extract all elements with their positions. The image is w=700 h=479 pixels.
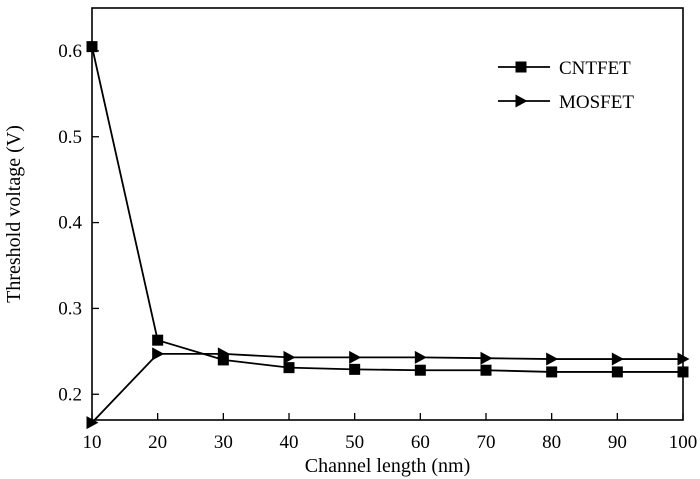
legend-label-cntfet: CNTFET xyxy=(559,58,631,79)
data-point-mosfet xyxy=(283,350,296,364)
x-tick-label: 50 xyxy=(345,432,364,453)
x-tick-label: 40 xyxy=(280,432,299,453)
x-tick-label: 30 xyxy=(214,432,233,453)
x-tick-label: 10 xyxy=(83,432,102,453)
data-point-mosfet xyxy=(86,416,99,430)
series-cntfet xyxy=(86,41,689,378)
data-point-cntfet xyxy=(414,364,426,376)
y-tick-label: 0.4 xyxy=(58,213,82,234)
y-tick-label: 0.2 xyxy=(58,384,82,405)
data-point-cntfet xyxy=(283,362,295,374)
x-tick-label: 80 xyxy=(542,432,561,453)
x-tick-label: 60 xyxy=(411,432,430,453)
x-tick-label: 20 xyxy=(148,432,167,453)
data-point-cntfet xyxy=(217,354,229,366)
data-point-cntfet xyxy=(152,334,164,346)
legend-item-cntfet: CNTFET xyxy=(498,58,631,79)
data-point-mosfet xyxy=(414,350,427,364)
y-tick-label: 0.3 xyxy=(58,298,82,319)
x-tick-label: 100 xyxy=(669,432,698,453)
data-point-mosfet xyxy=(677,352,690,366)
plot-frame xyxy=(91,7,684,421)
series-layer xyxy=(86,41,690,430)
series-line-mosfet xyxy=(91,353,683,424)
data-point-mosfet xyxy=(611,352,624,366)
data-point-mosfet xyxy=(217,347,230,361)
y-axis-title: Threshold voltage (V) xyxy=(3,125,25,303)
data-point-cntfet xyxy=(480,364,492,376)
data-point-cntfet xyxy=(86,41,98,53)
y-axis-ticks: 0.2 0.3 0.4 0.5 0.6 xyxy=(58,41,99,405)
legend-marker-cntfet xyxy=(515,61,527,73)
data-point-mosfet xyxy=(546,352,559,366)
x-axis-ticks: 10 20 30 40 50 60 70 80 90 100 xyxy=(83,413,698,453)
y-tick-label: 0.5 xyxy=(58,127,82,148)
data-point-cntfet xyxy=(677,366,689,378)
legend: CNTFET MOSFET xyxy=(498,58,634,113)
data-point-mosfet xyxy=(349,350,362,364)
series-line-cntfet xyxy=(91,46,683,373)
legend-label-mosfet: MOSFET xyxy=(559,92,634,113)
x-tick-label: 90 xyxy=(608,432,627,453)
legend-item-mosfet: MOSFET xyxy=(498,92,634,113)
x-axis-title: Channel length (nm) xyxy=(305,455,471,477)
x-tick-label: 70 xyxy=(477,432,496,453)
legend-marker-mosfet xyxy=(515,94,528,108)
data-point-cntfet xyxy=(349,363,361,375)
data-point-cntfet xyxy=(546,366,558,378)
axes xyxy=(91,7,684,421)
data-point-mosfet xyxy=(480,351,493,365)
series-mosfet xyxy=(86,347,690,430)
y-tick-label: 0.6 xyxy=(58,41,82,62)
data-point-cntfet xyxy=(611,366,623,378)
data-point-mosfet xyxy=(152,347,165,361)
